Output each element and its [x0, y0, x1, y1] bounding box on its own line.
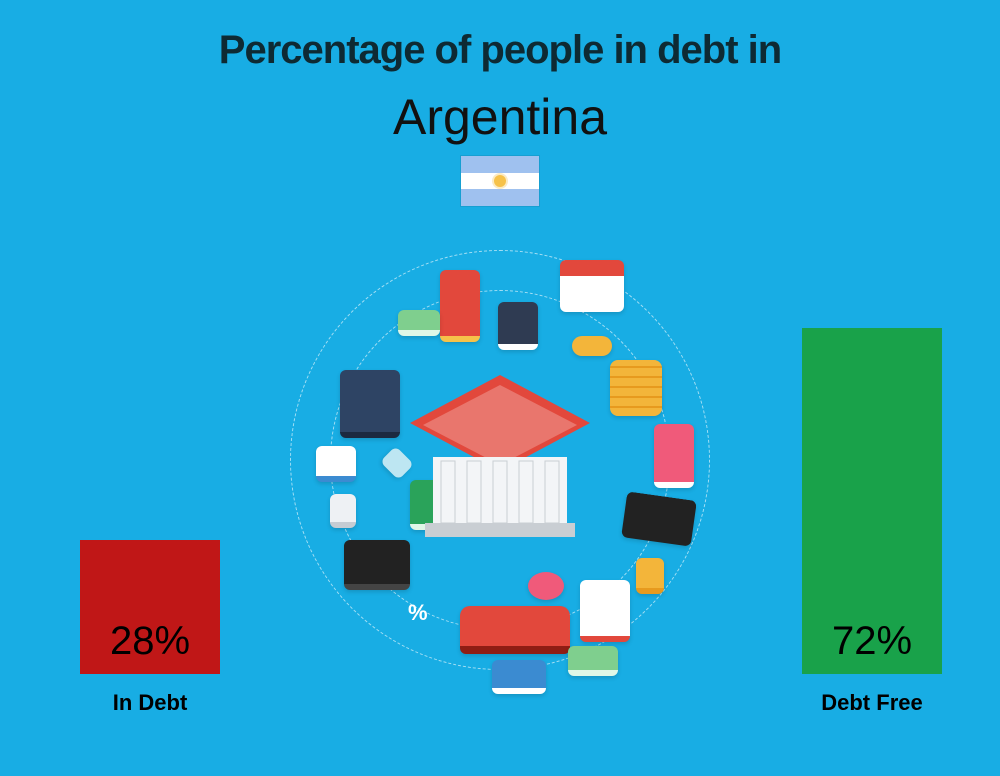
flag-sun-icon — [494, 175, 506, 187]
percent-icon: % — [408, 600, 438, 630]
coins-icon — [610, 360, 662, 416]
lock-icon — [636, 558, 664, 594]
bar-group-debt_free: 72% Debt Free — [792, 328, 952, 716]
clipboard-icon — [580, 580, 630, 642]
briefcase-icon — [344, 540, 410, 590]
bar-in_debt: 28% — [80, 540, 220, 674]
country-subtitle: Argentina — [0, 88, 1000, 146]
infographic-canvas: Percentage of people in debt in Argentin… — [0, 0, 1000, 776]
phone-icon — [654, 424, 694, 488]
calculator-icon — [498, 302, 538, 350]
banknote-icon — [568, 646, 618, 676]
grad-cap-icon — [621, 491, 697, 546]
banknote2-icon — [398, 310, 440, 336]
safe-icon — [340, 370, 400, 438]
caduceus-icon — [440, 270, 480, 342]
argentina-flag-icon — [460, 155, 540, 207]
bar-group-in_debt: 28% In Debt — [70, 540, 230, 716]
bar-value-debt_free: 72% — [802, 619, 942, 664]
key-icon — [572, 336, 612, 356]
flag-stripe-top — [461, 156, 539, 173]
flag-stripe-bottom — [461, 189, 539, 206]
bar-value-in_debt: 28% — [80, 619, 220, 664]
bank-icon — [405, 375, 595, 545]
piggy-icon — [528, 572, 564, 600]
card-icon — [492, 660, 546, 694]
house-icon — [560, 260, 624, 312]
bar-label-debt_free: Debt Free — [792, 690, 952, 716]
barchart-icon — [316, 446, 356, 482]
padlock-icon — [330, 494, 356, 528]
bar-debt_free: 72% — [802, 328, 942, 674]
page-title: Percentage of people in debt in — [0, 28, 1000, 73]
finance-illustration: % — [280, 240, 720, 680]
bar-label-in_debt: In Debt — [70, 690, 230, 716]
car-icon — [460, 606, 570, 654]
